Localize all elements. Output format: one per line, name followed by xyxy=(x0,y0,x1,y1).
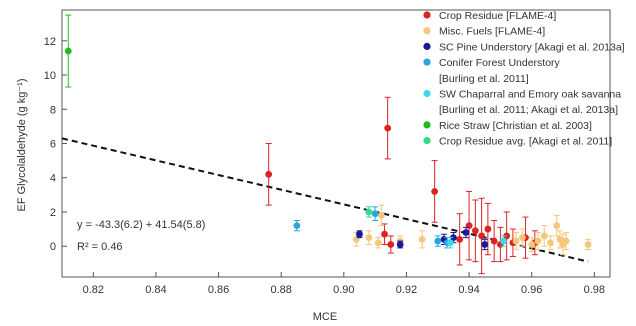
fit-equation: y = -43.3(6.2) + 41.54(5.8) xyxy=(77,219,205,231)
data-point xyxy=(528,241,536,248)
data-point xyxy=(471,227,479,235)
data-point xyxy=(356,230,363,238)
data-point xyxy=(384,124,392,132)
data-point xyxy=(553,222,561,230)
x-tick-label: 0.88 xyxy=(270,284,291,296)
x-axis-label: MCE xyxy=(313,311,337,321)
legend-label: Crop Residue [FLAME-4] xyxy=(439,10,556,22)
y-tick-label: 12 xyxy=(44,36,56,48)
data-point xyxy=(387,241,395,248)
data-point xyxy=(584,241,592,248)
data-point xyxy=(418,235,426,243)
legend-label: [Burling et al. 2011; Akagi et al. 2013a… xyxy=(439,104,618,116)
series-1 xyxy=(352,204,592,256)
data-point xyxy=(365,234,373,242)
data-point xyxy=(478,232,486,240)
y-tick-label: 10 xyxy=(44,70,56,82)
data-point xyxy=(265,170,273,178)
data-point xyxy=(381,230,388,238)
data-point xyxy=(365,208,373,216)
legend-marker xyxy=(423,121,431,129)
series-5 xyxy=(64,14,72,88)
data-point xyxy=(378,211,385,219)
data-point xyxy=(371,210,379,218)
data-point xyxy=(512,237,520,245)
data-point xyxy=(396,241,404,248)
legend-label: SC Pine Understory [Akagi et al. 2013a] xyxy=(439,41,625,53)
x-tick-label: 0.96 xyxy=(521,284,542,296)
legend-label: Rice Straw [Christian et al. 2003] xyxy=(439,120,592,132)
points-layer xyxy=(64,14,592,275)
y-tick-label: 4 xyxy=(50,173,56,185)
x-tick-label: 0.98 xyxy=(584,284,605,296)
data-point xyxy=(562,237,570,245)
y-axis-label: EF Glycolaldehyde (g kg⁻¹) xyxy=(16,79,28,212)
data-point xyxy=(484,225,492,233)
data-point xyxy=(456,235,464,243)
axes-layer: 0.82 0.84 0.86 0.88 0.90 0.92 0.94 0.96 0.98 0 2 4 6… xyxy=(44,9,611,296)
legend-marker xyxy=(423,42,431,51)
data-point xyxy=(490,237,498,245)
data-point xyxy=(500,237,507,245)
y-tick-label: 8 xyxy=(50,104,56,116)
data-point xyxy=(293,222,301,230)
data-point xyxy=(534,237,542,245)
x-tick-label: 0.82 xyxy=(83,284,104,296)
legend-label: Misc. Fuels [FLAME-4] xyxy=(439,26,545,38)
series-3 xyxy=(293,206,451,249)
legend-marker xyxy=(423,89,431,98)
x-tick-label: 0.90 xyxy=(333,284,354,296)
x-tick-label: 0.94 xyxy=(458,284,479,296)
data-point xyxy=(64,47,72,55)
data-point xyxy=(556,235,564,243)
data-point xyxy=(431,188,439,195)
data-point xyxy=(547,239,554,247)
legend-layer: Crop Residue [FLAME-4] Misc. Fuels [FLAME… xyxy=(423,10,625,148)
data-point xyxy=(481,241,489,248)
data-point xyxy=(540,232,548,240)
legend-label: [Burling et al. 2011] xyxy=(439,73,529,85)
y-tick-label: 0 xyxy=(50,241,56,253)
fit-r-squared: R² = 0.46 xyxy=(77,241,123,253)
legend-label: Conifer Forest Understory xyxy=(439,57,561,69)
regression-fit-line xyxy=(61,137,589,263)
data-point xyxy=(518,234,526,242)
legend-marker xyxy=(423,11,431,19)
legend-marker xyxy=(423,58,431,66)
x-tick-label: 0.84 xyxy=(145,284,166,296)
legend-marker xyxy=(423,27,431,35)
series-6 xyxy=(365,206,373,218)
y-tick-label: 6 xyxy=(50,139,56,151)
series-4 xyxy=(446,235,507,249)
data-point xyxy=(503,232,511,240)
legend-label: Crop Residue avg. [Akagi et al. 2011] xyxy=(439,136,612,148)
data-point xyxy=(434,237,442,245)
data-point xyxy=(374,239,382,247)
legend-label: SW Chaparral and Emory oak savanna xyxy=(439,89,621,101)
data-point xyxy=(462,229,470,236)
x-tick-label: 0.92 xyxy=(396,284,417,296)
x-tick-label: 0.86 xyxy=(208,284,229,296)
data-point xyxy=(465,222,473,230)
fit-layer xyxy=(61,137,589,263)
y-tick-label: 2 xyxy=(50,207,56,219)
data-point xyxy=(446,239,454,247)
data-point xyxy=(450,234,457,242)
legend-marker xyxy=(423,137,431,145)
